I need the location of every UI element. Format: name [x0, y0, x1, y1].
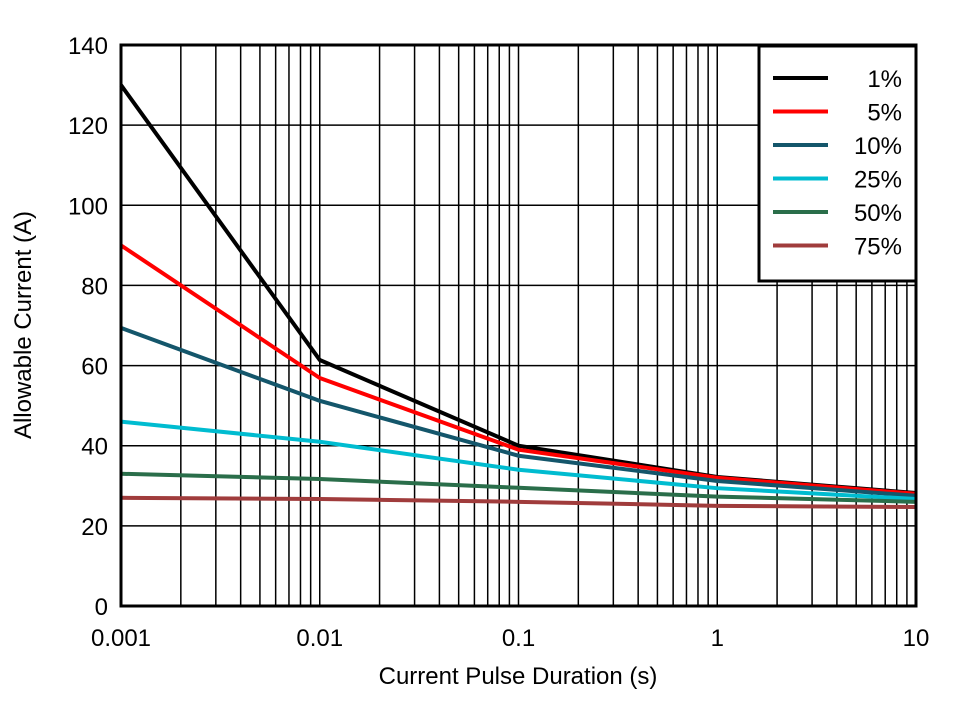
y-tick-label: 140: [68, 33, 108, 60]
x-tick-label: 1: [711, 625, 724, 652]
y-tick-label: 100: [68, 193, 108, 220]
x-tick-labels: 0.001 0.01 0.1 1 10: [91, 625, 929, 652]
series-line-25pct: [120, 419, 917, 502]
series-lines: [119, 83, 917, 510]
x-tick-label: 0.001: [91, 625, 151, 652]
x-tick-label: 0.1: [502, 625, 535, 652]
y-tick-label: 60: [81, 354, 108, 381]
legend-label: 10%: [854, 133, 902, 160]
x-tick-label: 10: [903, 625, 930, 652]
grid: [120, 44, 916, 607]
series-line-75pct: [120, 495, 917, 510]
y-tick-labels: 0 20 40 60 80 100 120 140: [68, 33, 108, 621]
legend: 1% 5% 10% 25% 50% 75%: [757, 44, 918, 283]
y-tick-label: 80: [81, 273, 108, 300]
series-line-50pct: [120, 471, 917, 504]
y-tick-label: 40: [81, 434, 108, 461]
legend-label: 1%: [867, 66, 902, 93]
legend-label: 50%: [854, 200, 902, 227]
legend-label: 25%: [854, 167, 902, 194]
legend-label: 75%: [854, 234, 902, 261]
series-line-5pct: [119, 243, 917, 496]
series-line-10pct: [120, 326, 917, 498]
legend-label: 5%: [867, 100, 902, 127]
x-tick-label: 0.01: [296, 625, 343, 652]
x-axis-label: Current Pulse Duration (s): [379, 663, 658, 690]
y-tick-label: 20: [81, 514, 108, 541]
plot-frame: [119, 43, 918, 608]
y-axis-label: Allowable Current (A): [10, 211, 37, 439]
legend-box: [757, 44, 918, 283]
y-tick-label: 120: [68, 113, 108, 140]
y-tick-label: 0: [95, 594, 108, 621]
